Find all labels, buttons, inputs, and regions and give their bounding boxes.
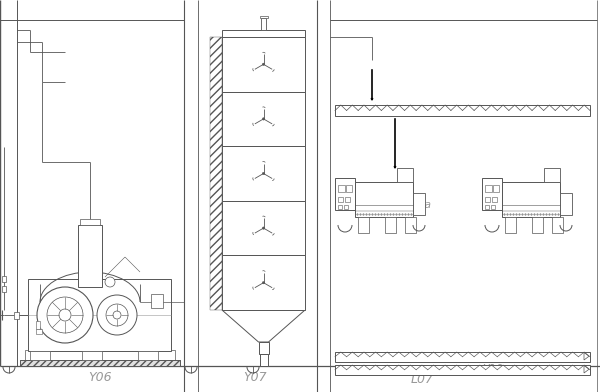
Bar xyxy=(222,201,305,256)
Bar xyxy=(338,197,343,202)
Bar xyxy=(78,225,102,287)
Bar xyxy=(502,182,560,217)
Text: L07: L07 xyxy=(410,373,433,386)
Bar xyxy=(20,359,180,366)
Bar xyxy=(493,185,499,192)
Bar xyxy=(25,350,175,359)
Bar xyxy=(335,352,590,361)
Text: Y06: Y06 xyxy=(88,371,112,384)
Bar xyxy=(36,321,40,329)
Bar xyxy=(345,197,350,202)
Circle shape xyxy=(105,277,115,287)
Bar xyxy=(405,217,416,233)
Bar xyxy=(335,105,590,116)
Bar xyxy=(20,359,180,366)
Circle shape xyxy=(262,227,265,229)
Circle shape xyxy=(59,309,71,321)
Circle shape xyxy=(113,311,121,319)
Text: Y: Y xyxy=(560,106,567,116)
Bar xyxy=(485,185,492,192)
Bar xyxy=(560,193,572,215)
Circle shape xyxy=(262,118,265,120)
Bar xyxy=(346,185,352,192)
Bar xyxy=(338,205,342,209)
Bar xyxy=(485,205,489,209)
Bar xyxy=(260,354,268,366)
Bar xyxy=(344,205,348,209)
Bar xyxy=(222,256,305,310)
Text: Y10: Y10 xyxy=(482,364,503,374)
Bar xyxy=(397,168,413,182)
Bar xyxy=(261,18,266,30)
Bar xyxy=(505,217,516,233)
Bar xyxy=(14,312,19,318)
Bar xyxy=(355,182,413,217)
Bar xyxy=(222,37,305,92)
Bar xyxy=(335,365,590,374)
Bar xyxy=(2,286,6,292)
Text: Y07: Y07 xyxy=(243,371,267,384)
Circle shape xyxy=(262,172,265,175)
Bar xyxy=(2,276,6,282)
Bar xyxy=(138,350,158,359)
Bar xyxy=(222,30,305,37)
Bar xyxy=(552,217,563,233)
Bar xyxy=(259,342,269,354)
Bar xyxy=(222,146,305,201)
Polygon shape xyxy=(222,310,305,342)
Bar xyxy=(358,217,369,233)
Circle shape xyxy=(106,304,128,326)
Circle shape xyxy=(37,287,93,343)
Bar xyxy=(80,219,100,225)
Bar xyxy=(36,329,42,334)
Bar xyxy=(335,178,355,210)
Bar xyxy=(28,278,171,350)
Circle shape xyxy=(262,63,265,65)
Bar xyxy=(338,185,345,192)
Bar xyxy=(151,294,163,308)
Bar xyxy=(532,217,543,233)
Bar xyxy=(492,197,497,202)
Bar xyxy=(544,168,560,182)
Circle shape xyxy=(47,297,83,333)
Bar xyxy=(260,16,268,18)
Bar xyxy=(210,37,222,310)
Bar xyxy=(482,178,502,210)
Text: Y09a: Y09a xyxy=(405,200,431,210)
Bar xyxy=(413,193,425,215)
Bar xyxy=(82,350,102,359)
Text: Y: Y xyxy=(560,106,567,116)
Bar xyxy=(491,205,495,209)
Circle shape xyxy=(97,295,137,335)
Bar xyxy=(222,92,305,146)
Bar xyxy=(485,197,490,202)
Bar xyxy=(385,217,396,233)
Circle shape xyxy=(262,281,265,284)
Bar xyxy=(30,350,50,359)
